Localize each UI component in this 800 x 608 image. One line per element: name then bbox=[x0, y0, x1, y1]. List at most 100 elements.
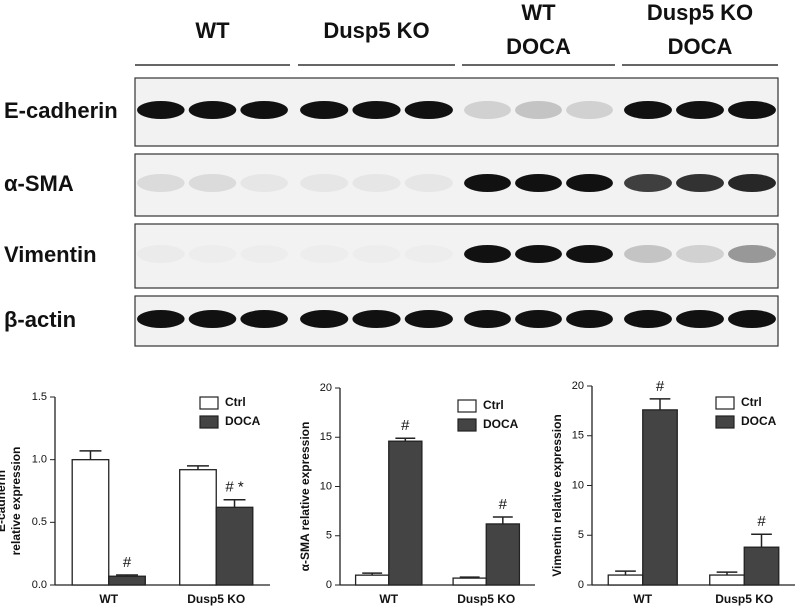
blot-box bbox=[134, 223, 779, 289]
band bbox=[188, 101, 237, 119]
bar bbox=[709, 574, 745, 586]
legend-label: DOCA bbox=[741, 414, 777, 428]
error-bar bbox=[395, 437, 416, 442]
y-tick-label: 10 bbox=[320, 480, 332, 492]
error-bar bbox=[615, 570, 636, 576]
legend-label: Ctrl bbox=[225, 395, 246, 409]
band bbox=[137, 310, 185, 328]
band bbox=[566, 101, 613, 119]
annotation: # bbox=[123, 554, 132, 571]
band bbox=[676, 101, 724, 119]
row-label: β-actin bbox=[4, 307, 76, 332]
annotation: # * bbox=[225, 479, 244, 496]
group-label: DOCA bbox=[506, 34, 571, 59]
band bbox=[240, 245, 288, 263]
x-tick-label: WT bbox=[633, 592, 652, 606]
legend-swatch bbox=[457, 418, 477, 432]
band bbox=[515, 101, 562, 119]
y-tick-label: 0.5 bbox=[32, 516, 47, 528]
error-bar bbox=[492, 516, 513, 524]
band bbox=[352, 101, 401, 119]
bar bbox=[388, 440, 423, 586]
bar bbox=[354, 574, 390, 586]
band bbox=[515, 245, 562, 263]
group-label: Dusp5 KO bbox=[323, 18, 429, 43]
band bbox=[464, 310, 511, 328]
y-tick-label: 5 bbox=[326, 530, 332, 542]
annotation: # bbox=[401, 417, 410, 434]
y-tick-label: 15 bbox=[572, 430, 584, 442]
band bbox=[240, 174, 288, 192]
band bbox=[515, 174, 562, 192]
error-bar bbox=[362, 572, 383, 576]
y-tick-label: 15 bbox=[320, 431, 332, 443]
band bbox=[728, 174, 776, 192]
x-tick-label: Dusp5 KO bbox=[715, 592, 773, 606]
legend-label: DOCA bbox=[225, 414, 261, 428]
band bbox=[300, 245, 348, 263]
y-tick-label: 0 bbox=[326, 579, 332, 591]
band bbox=[464, 101, 511, 119]
band bbox=[728, 310, 776, 328]
band bbox=[188, 174, 237, 192]
legend-swatch bbox=[715, 396, 735, 410]
band bbox=[404, 101, 453, 119]
annotation: # bbox=[656, 378, 665, 395]
error-bar bbox=[79, 450, 102, 460]
band bbox=[515, 310, 562, 328]
band bbox=[188, 310, 237, 328]
band bbox=[464, 245, 511, 263]
band bbox=[137, 245, 185, 263]
error-bar bbox=[751, 533, 772, 548]
error-bar bbox=[116, 574, 138, 577]
bar bbox=[71, 459, 110, 586]
band bbox=[137, 174, 185, 192]
x-tick-label: WT bbox=[99, 592, 118, 606]
error-bar bbox=[716, 571, 738, 576]
bar bbox=[179, 469, 217, 586]
band bbox=[676, 174, 724, 192]
row-label: α-SMA bbox=[4, 171, 74, 196]
annotation: # bbox=[757, 513, 766, 530]
y-tick-label: 0.0 bbox=[32, 579, 47, 591]
y-axis-label: Vimentin relative expression bbox=[550, 414, 564, 577]
y-tick-label: 20 bbox=[320, 382, 332, 394]
x-tick-label: Dusp5 KO bbox=[187, 592, 245, 606]
legend-label: DOCA bbox=[483, 417, 519, 431]
bar bbox=[485, 523, 521, 586]
band bbox=[240, 310, 288, 328]
group-label: WT bbox=[521, 0, 556, 25]
band bbox=[728, 101, 776, 119]
group-label: DOCA bbox=[668, 34, 733, 59]
group-label: Dusp5 KO bbox=[647, 0, 753, 25]
band bbox=[352, 310, 401, 328]
error-bar bbox=[459, 576, 480, 579]
band bbox=[137, 101, 185, 119]
row-label: E-cadherin bbox=[4, 98, 118, 123]
band bbox=[624, 174, 672, 192]
y-axis-label: relative expression bbox=[9, 447, 23, 556]
bar bbox=[215, 506, 254, 586]
y-tick-label: 1.5 bbox=[32, 391, 47, 403]
band bbox=[566, 310, 613, 328]
band bbox=[728, 245, 776, 263]
bar bbox=[743, 546, 780, 586]
legend-label: Ctrl bbox=[483, 398, 504, 412]
band bbox=[404, 310, 453, 328]
legend-swatch bbox=[715, 415, 735, 429]
band bbox=[566, 174, 613, 192]
band bbox=[352, 174, 401, 192]
x-tick-label: WT bbox=[379, 592, 398, 606]
error-bar bbox=[649, 398, 671, 410]
band bbox=[404, 174, 453, 192]
band bbox=[300, 174, 349, 192]
band bbox=[624, 310, 672, 328]
y-tick-label: 20 bbox=[572, 380, 584, 392]
band bbox=[566, 245, 613, 263]
band bbox=[624, 101, 672, 119]
bar bbox=[452, 577, 487, 586]
band bbox=[300, 101, 349, 119]
legend-swatch bbox=[457, 399, 477, 413]
bar bbox=[607, 574, 644, 586]
